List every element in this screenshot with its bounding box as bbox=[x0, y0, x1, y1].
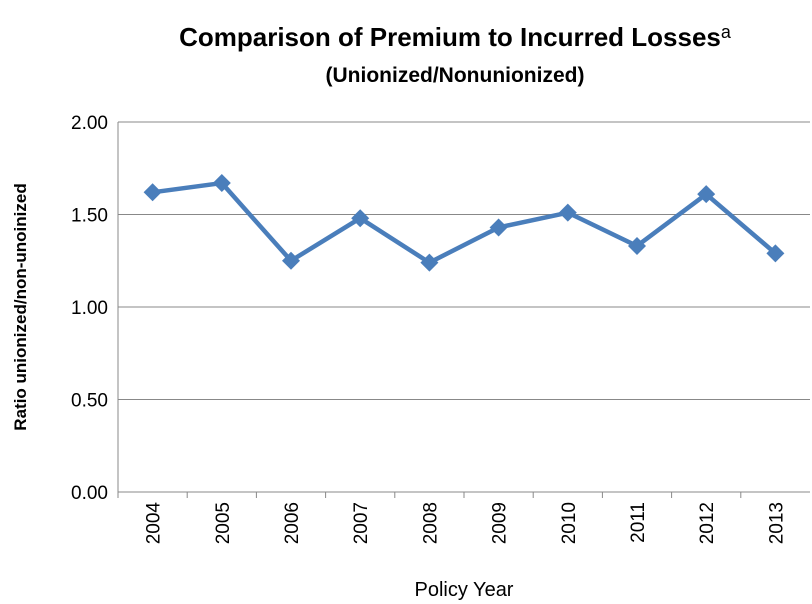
y-tick-label: 1.00 bbox=[71, 298, 108, 319]
data-marker bbox=[143, 183, 162, 202]
data-line bbox=[152, 180, 777, 265]
x-tick-label: 2006 bbox=[282, 502, 303, 544]
data-marker bbox=[766, 244, 785, 263]
title-text: Comparison of Premium to Incurred Losses bbox=[179, 22, 721, 52]
chart-title: Comparison of Premium to Incurred Losses… bbox=[179, 22, 732, 52]
data-marker bbox=[212, 174, 231, 193]
data-marker bbox=[558, 203, 577, 222]
x-tick-label: 2009 bbox=[490, 502, 511, 544]
x-axis-label: Policy Year bbox=[415, 579, 514, 601]
data-marker bbox=[282, 251, 300, 270]
chart-subtitle: (Unionized/Nonunionized) bbox=[326, 64, 585, 87]
data-marker bbox=[420, 253, 439, 272]
y-axis-label: Ratio unionized/non-unoinized bbox=[11, 183, 30, 430]
y-tick-label: 0.00 bbox=[71, 483, 108, 504]
x-tick-label: 2008 bbox=[420, 502, 441, 544]
x-tick-label: 2007 bbox=[351, 502, 372, 544]
x-tick-label: 2005 bbox=[213, 502, 234, 544]
y-tick-label: 2.00 bbox=[71, 113, 108, 134]
x-tick-label: 2012 bbox=[697, 502, 718, 544]
data-marker bbox=[628, 236, 646, 255]
data-marker bbox=[489, 218, 508, 237]
y-tick-label: 0.50 bbox=[71, 391, 108, 412]
x-tick-label: 2013 bbox=[766, 502, 787, 544]
y-tick-label: 1.50 bbox=[71, 206, 108, 227]
x-tick-label: 2010 bbox=[559, 502, 580, 544]
x-tick-label: 2004 bbox=[144, 502, 165, 545]
x-tick-label: 2011 bbox=[628, 502, 649, 543]
title-superscript: a bbox=[721, 22, 732, 42]
data-marker bbox=[697, 185, 716, 204]
data-marker bbox=[351, 209, 370, 228]
